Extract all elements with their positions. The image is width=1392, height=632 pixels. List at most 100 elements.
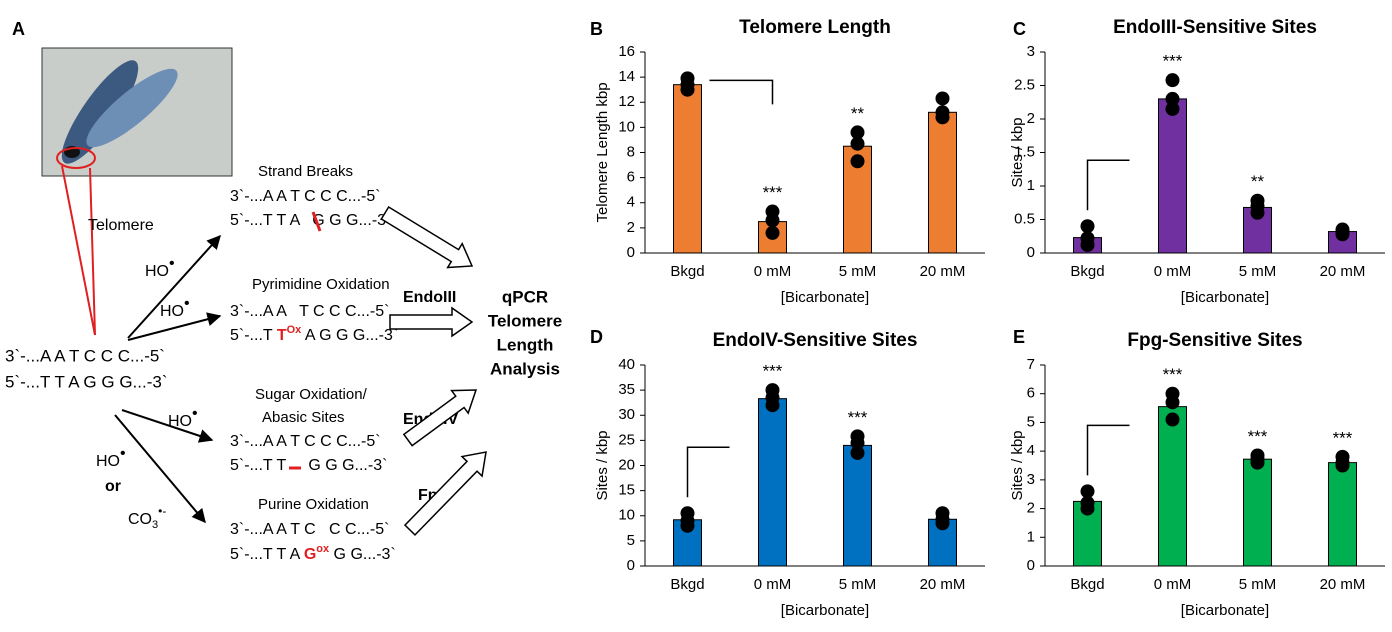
x-axis-label: [Bicarbonate] xyxy=(1181,289,1269,306)
data-point xyxy=(850,136,865,151)
bracket xyxy=(1086,424,1130,476)
analysis: Analysis xyxy=(490,359,560,378)
x-tick-label: 0 mM xyxy=(754,576,792,593)
y-tick-label: 0.5 xyxy=(1014,210,1035,227)
seq: G G G...-3` xyxy=(312,212,391,229)
x-tick-label: Bkgd xyxy=(1070,263,1104,280)
radical: HO xyxy=(160,303,184,320)
x-tick-label: 5 mM xyxy=(1239,263,1277,280)
carbonate: CO xyxy=(128,511,152,528)
sub: 3 xyxy=(152,519,158,531)
arrow xyxy=(121,409,214,443)
y-tick-label: 5 xyxy=(627,532,635,549)
data-point xyxy=(680,518,695,533)
data-point xyxy=(850,154,865,169)
sup: •- xyxy=(158,504,166,518)
data-point xyxy=(935,516,950,531)
y-tick-label: 2 xyxy=(1027,500,1035,517)
radical: HO• xyxy=(145,255,175,280)
data-point xyxy=(1165,101,1180,116)
significance: *** xyxy=(763,183,783,202)
radical: HO xyxy=(96,453,120,470)
sequence: 3`-...A A T C C C...-5` xyxy=(230,303,389,320)
radical: HO• xyxy=(160,295,190,320)
data-point xyxy=(1080,484,1095,499)
bar xyxy=(1158,406,1187,567)
y-tick-label: 20 xyxy=(618,456,635,473)
arrow xyxy=(114,414,206,524)
data-point xyxy=(1250,455,1265,470)
y-tick-label: 0 xyxy=(627,244,635,261)
pointer xyxy=(61,165,96,336)
significance: ** xyxy=(851,104,865,123)
x-tick-label: Bkgd xyxy=(670,263,704,280)
sequence: 3`-...A A T C C C...-5` xyxy=(230,188,381,205)
y-axis-label: Sites / kbp xyxy=(594,430,611,500)
row-title: Abasic Sites xyxy=(262,409,345,426)
data-point xyxy=(765,225,780,240)
data-point xyxy=(680,82,695,97)
y-tick-label: 0 xyxy=(627,557,635,574)
radical: HO• xyxy=(168,405,198,430)
y-tick-label: 15 xyxy=(618,482,635,499)
chart-title: Fpg-Sensitive Sites xyxy=(1127,330,1302,351)
x-axis-label: [Bicarbonate] xyxy=(1181,602,1269,619)
x-tick-label: 5 mM xyxy=(839,263,877,280)
data-point xyxy=(1080,219,1095,234)
data-point xyxy=(1080,501,1095,516)
y-tick-label: 8 xyxy=(627,143,635,160)
panel-label: B xyxy=(590,19,603,39)
analysis: Length xyxy=(497,335,554,354)
y-tick-label: 0 xyxy=(1027,557,1035,574)
data-point xyxy=(1335,227,1350,242)
y-tick-label: 10 xyxy=(618,507,635,524)
panel-label: D xyxy=(590,327,603,347)
radical: HO• xyxy=(96,445,126,470)
significance: *** xyxy=(1333,428,1353,447)
arrow xyxy=(127,312,222,341)
data-point xyxy=(1165,395,1180,410)
dot: • xyxy=(120,445,126,462)
carbonate: CO3•- xyxy=(128,504,166,531)
y-tick-label: 6 xyxy=(1027,385,1035,402)
significance: *** xyxy=(763,362,783,381)
panel-a: A Telomere 3`-...A A T C C C...-5` 5`-..… xyxy=(5,19,562,563)
row-title: Sugar Oxidation/ xyxy=(255,386,368,403)
sequence: 5`-...T T G G G...-3` xyxy=(230,457,387,474)
x-tick-label: 20 mM xyxy=(920,263,966,280)
y-tick-label: 1 xyxy=(1027,528,1035,545)
sequence: 5`-...T T A Gox G G...-3` xyxy=(230,543,396,563)
x-tick-label: Bkgd xyxy=(1070,576,1104,593)
arrow xyxy=(127,234,221,339)
x-axis-label: [Bicarbonate] xyxy=(781,289,869,306)
y-tick-label: 1.5 xyxy=(1014,143,1035,160)
y-tick-label: 3 xyxy=(1027,43,1035,60)
x-tick-label: 20 mM xyxy=(1320,263,1366,280)
significance: ** xyxy=(1251,172,1265,191)
y-tick-label: 14 xyxy=(618,68,635,85)
row-title: Strand Breaks xyxy=(258,163,353,180)
y-tick-label: 4 xyxy=(1027,442,1035,459)
or: or xyxy=(105,478,121,495)
seq: 5`-...T T xyxy=(230,457,287,474)
y-tick-label: 4 xyxy=(627,194,635,211)
hollow-arrow xyxy=(389,306,474,338)
significance: *** xyxy=(1163,52,1183,71)
x-tick-label: Bkgd xyxy=(670,576,704,593)
y-axis-label: Sites / kbp xyxy=(1009,430,1026,500)
x-tick-label: 5 mM xyxy=(839,576,877,593)
bracket xyxy=(686,446,730,498)
telomere-label: Telomere xyxy=(88,217,154,234)
chart-title: EndoIII-Sensitive Sites xyxy=(1113,17,1317,38)
y-axis-label: Sites / kbp xyxy=(1009,117,1026,187)
x-tick-label: 5 mM xyxy=(1239,576,1277,593)
mod-sup: ox xyxy=(316,543,330,555)
mod: G xyxy=(304,546,316,563)
panel-label: A xyxy=(12,19,25,39)
x-axis-label: [Bicarbonate] xyxy=(781,602,869,619)
sequence: 3`-...A A T C C C...-5` xyxy=(230,521,389,538)
data-point xyxy=(850,445,865,460)
sequence: 3`-...A A T C C C...-5` xyxy=(5,346,165,365)
x-tick-label: 0 mM xyxy=(1154,576,1192,593)
